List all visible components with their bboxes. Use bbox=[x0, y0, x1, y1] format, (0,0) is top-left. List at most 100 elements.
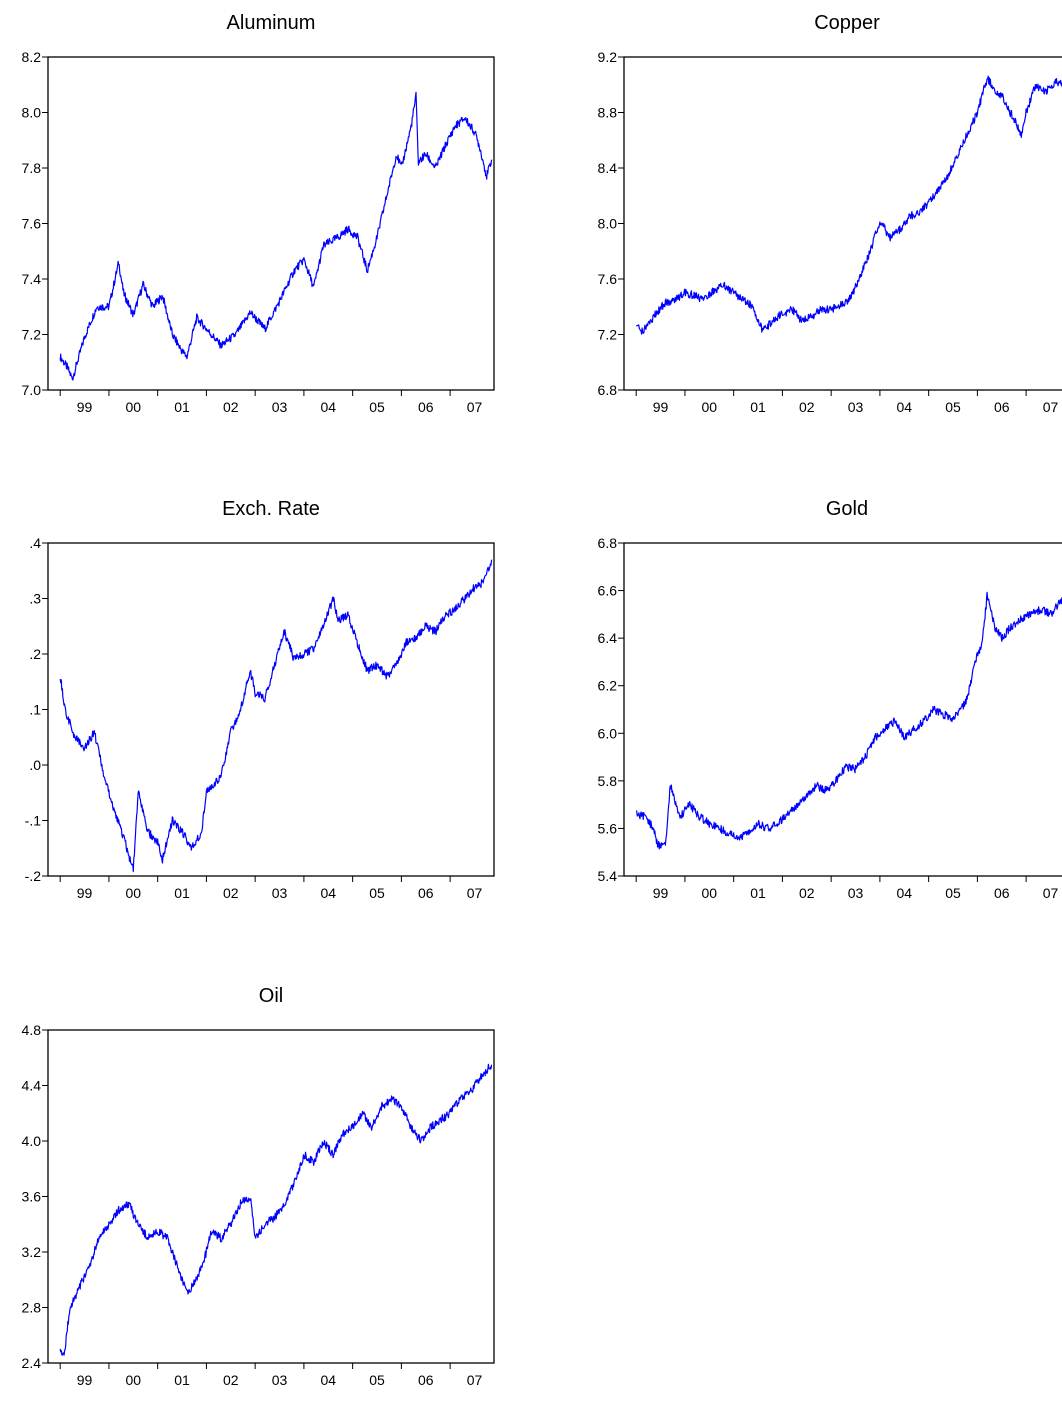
y-tick-label: 6.8 bbox=[598, 382, 618, 398]
x-tick-label: 02 bbox=[799, 399, 815, 415]
x-tick-label: 07 bbox=[1043, 885, 1059, 901]
chart-title: Exch. Rate bbox=[222, 498, 320, 520]
y-tick-label: 7.6 bbox=[598, 271, 618, 287]
x-tick-label: 05 bbox=[945, 885, 961, 901]
x-tick-label: 00 bbox=[702, 399, 718, 415]
y-tick-label: 5.6 bbox=[598, 820, 618, 836]
y-tick-label: 6.8 bbox=[598, 535, 618, 551]
x-tick-label: 05 bbox=[945, 399, 961, 415]
chart-title: Copper bbox=[814, 12, 880, 34]
y-tick-label: 7.6 bbox=[22, 216, 42, 232]
panel-1: Copper 6.8 7.2 7.6 8.0 8.4 8.8 9.2 99 00 01 02 03 04 0… bbox=[598, 12, 1062, 415]
y-tick-label: 7.8 bbox=[22, 160, 42, 176]
x-tick-label: 03 bbox=[272, 1372, 288, 1388]
x-tick-label: 05 bbox=[369, 399, 385, 415]
x-tick-label: 04 bbox=[896, 885, 912, 901]
x-tick-label: 00 bbox=[702, 885, 718, 901]
x-tick-label: 02 bbox=[223, 885, 239, 901]
plot-frame bbox=[47, 542, 495, 877]
x-tick-label: 05 bbox=[369, 885, 385, 901]
x-tick-label: 04 bbox=[896, 399, 912, 415]
plot-frame bbox=[47, 56, 495, 391]
y-tick-label: .1 bbox=[29, 702, 41, 718]
chart-title: Gold bbox=[826, 498, 868, 520]
x-tick-label: 05 bbox=[369, 1372, 385, 1388]
x-tick-label: 06 bbox=[418, 1372, 434, 1388]
y-tick-label: 7.2 bbox=[598, 327, 618, 343]
x-tick-label: 00 bbox=[126, 1372, 142, 1388]
x-tick-label: 99 bbox=[653, 885, 669, 901]
panel-0: Aluminum 7.0 7.2 7.4 7.6 7.8 8.0 8.2 99 00 01 02 03 0… bbox=[22, 12, 495, 415]
series-line bbox=[59, 1063, 493, 1356]
x-tick-label: 02 bbox=[223, 399, 239, 415]
y-tick-label: 6.6 bbox=[598, 583, 618, 599]
series-line bbox=[59, 559, 493, 873]
panel-3: Gold 5.4 5.6 5.8 6.0 6.2 6.4 6.6 6.8 99 00 01 02 03 04… bbox=[598, 498, 1062, 901]
y-tick-label: .4 bbox=[29, 535, 41, 551]
y-tick-label: 3.2 bbox=[22, 1244, 42, 1260]
x-tick-label: 03 bbox=[848, 885, 864, 901]
y-tick-label: 7.4 bbox=[22, 271, 42, 287]
x-tick-label: 03 bbox=[272, 885, 288, 901]
y-tick-label: .2 bbox=[29, 646, 41, 662]
y-tick-label: 4.0 bbox=[22, 1133, 42, 1149]
y-tick-label: 9.2 bbox=[598, 49, 618, 65]
y-tick-label: 2.4 bbox=[22, 1355, 42, 1371]
x-tick-label: 01 bbox=[174, 399, 190, 415]
y-tick-label: 2.8 bbox=[22, 1300, 42, 1316]
x-tick-label: 04 bbox=[320, 1372, 336, 1388]
x-tick-label: 07 bbox=[467, 885, 483, 901]
panel-4: Oil 2.4 2.8 3.2 3.6 4.0 4.4 4.8 99 00 01 02 03 04 05 06… bbox=[22, 985, 495, 1388]
x-tick-label: 06 bbox=[994, 399, 1010, 415]
y-tick-label: 6.2 bbox=[598, 678, 618, 694]
x-tick-label: 07 bbox=[467, 399, 483, 415]
x-tick-label: 00 bbox=[126, 399, 142, 415]
y-tick-label: 8.4 bbox=[598, 160, 618, 176]
x-tick-label: 01 bbox=[750, 399, 766, 415]
x-tick-label: 01 bbox=[750, 885, 766, 901]
y-tick-label: 6.0 bbox=[598, 725, 618, 741]
y-tick-label: 7.0 bbox=[22, 382, 42, 398]
y-tick-label: 3.6 bbox=[22, 1189, 42, 1205]
x-tick-label: 03 bbox=[272, 399, 288, 415]
x-tick-label: 02 bbox=[223, 1372, 239, 1388]
x-tick-label: 99 bbox=[77, 399, 93, 415]
y-tick-label: 8.0 bbox=[22, 105, 42, 121]
x-tick-label: 00 bbox=[126, 885, 142, 901]
x-tick-label: 01 bbox=[174, 885, 190, 901]
x-tick-label: 06 bbox=[418, 885, 434, 901]
y-tick-label: 8.0 bbox=[598, 216, 618, 232]
y-tick-label: 5.4 bbox=[598, 868, 618, 884]
y-tick-label: 5.8 bbox=[598, 773, 618, 789]
x-tick-label: 03 bbox=[848, 399, 864, 415]
chart-title: Aluminum bbox=[227, 12, 316, 34]
plot-frame bbox=[47, 1029, 495, 1364]
x-tick-label: 06 bbox=[418, 399, 434, 415]
x-tick-label: 07 bbox=[467, 1372, 483, 1388]
x-tick-label: 02 bbox=[799, 885, 815, 901]
x-tick-label: 04 bbox=[320, 885, 336, 901]
series-line bbox=[59, 91, 493, 381]
x-tick-label: 99 bbox=[653, 399, 669, 415]
series-line bbox=[635, 591, 1062, 850]
x-tick-label: 01 bbox=[174, 1372, 190, 1388]
y-tick-label: 4.4 bbox=[22, 1078, 42, 1094]
y-tick-label: 8.8 bbox=[598, 105, 618, 121]
x-tick-label: 99 bbox=[77, 1372, 93, 1388]
plot-frame bbox=[623, 542, 1062, 877]
y-tick-label: 6.4 bbox=[598, 630, 618, 646]
y-tick-label: 7.2 bbox=[22, 327, 42, 343]
x-tick-label: 99 bbox=[77, 885, 93, 901]
panel-2: Exch. Rate -.2 -.1 .0 .1 .2 .3 .4 99 00 01 02 03 04 05… bbox=[25, 498, 495, 901]
series-line bbox=[635, 75, 1062, 335]
x-tick-label: 04 bbox=[320, 399, 336, 415]
y-tick-label: .3 bbox=[29, 591, 41, 607]
y-tick-label: 4.8 bbox=[22, 1022, 42, 1038]
y-tick-label: -.2 bbox=[25, 868, 42, 884]
y-tick-label: 8.2 bbox=[22, 49, 42, 65]
y-tick-label: -.1 bbox=[25, 813, 42, 829]
plot-frame bbox=[623, 56, 1062, 391]
chart-title: Oil bbox=[259, 985, 283, 1007]
y-tick-label: .0 bbox=[29, 757, 41, 773]
